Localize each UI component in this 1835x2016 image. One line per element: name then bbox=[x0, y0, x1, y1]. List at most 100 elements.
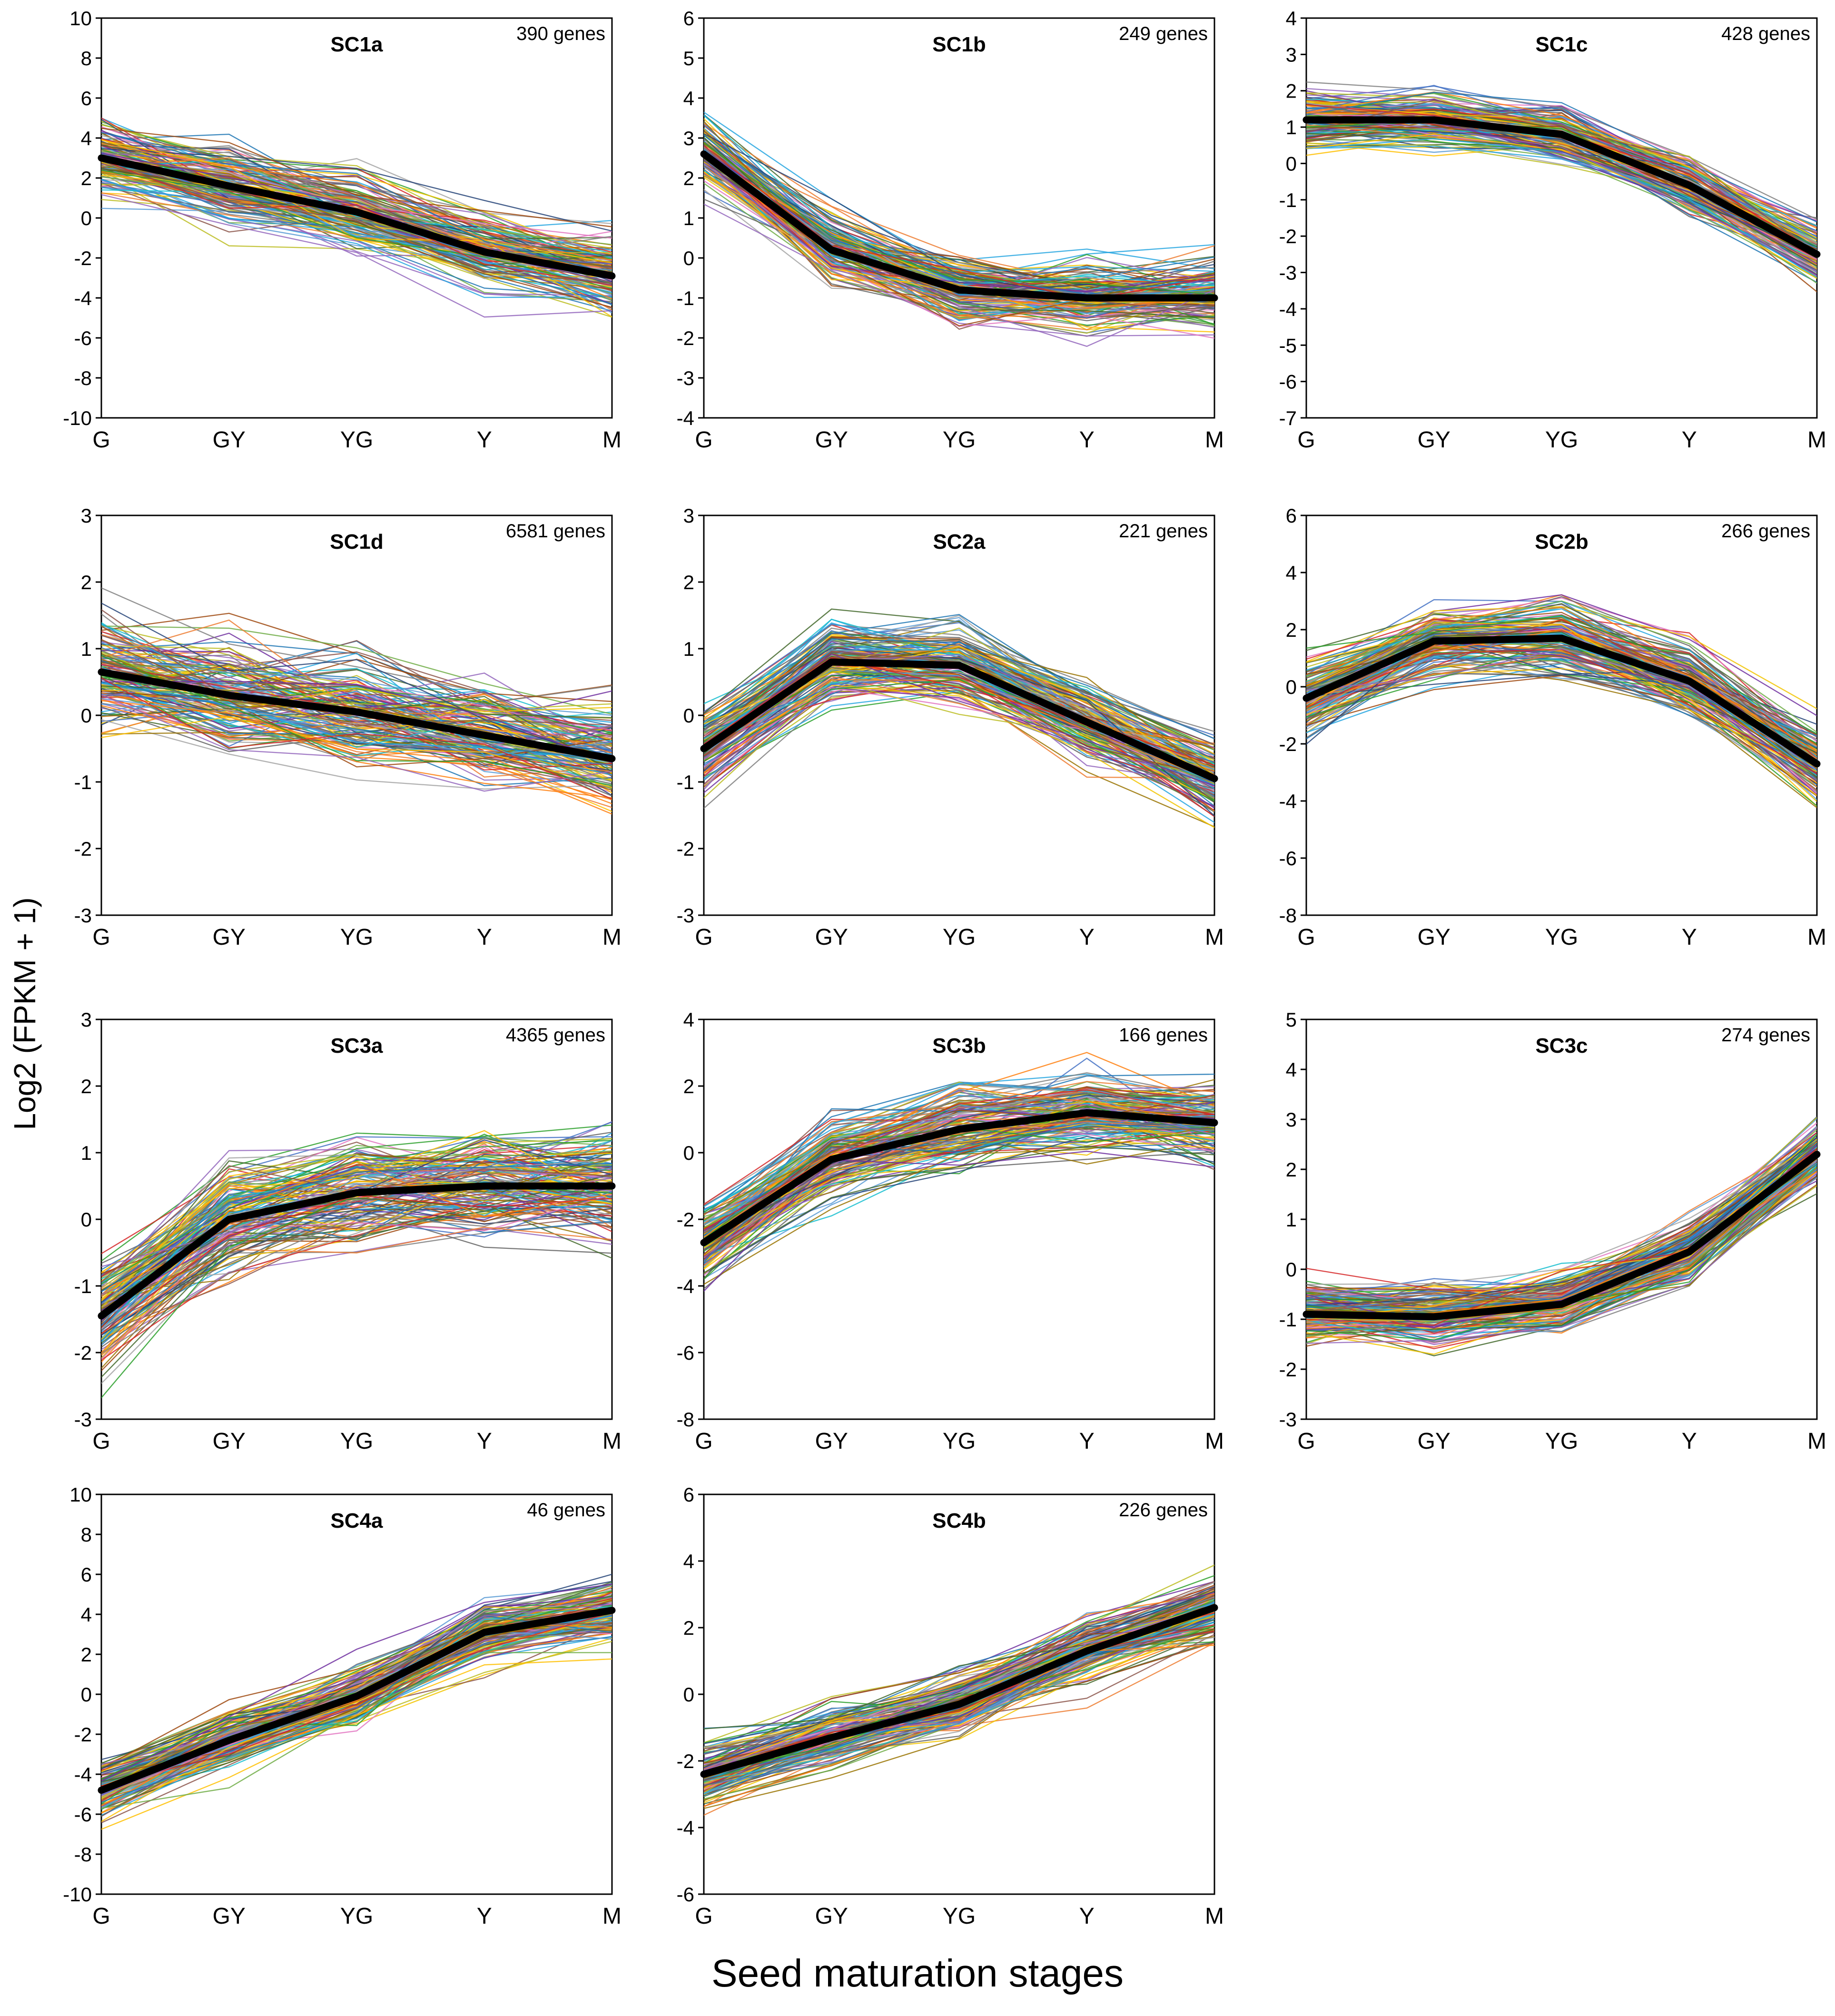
y-tick-label: 1 bbox=[683, 207, 694, 229]
gene-line bbox=[1306, 631, 1817, 753]
gene-line bbox=[1306, 1157, 1817, 1337]
y-tick-label: 4 bbox=[683, 1550, 694, 1572]
y-tick-label: -1 bbox=[74, 1275, 92, 1297]
gene-line bbox=[704, 1073, 1214, 1263]
x-tick-label: GY bbox=[213, 925, 246, 950]
y-tick-label: -1 bbox=[74, 771, 92, 793]
gene-line bbox=[101, 1121, 612, 1304]
x-tick-label: G bbox=[1297, 1429, 1315, 1454]
y-tick-label: -4 bbox=[74, 1763, 92, 1786]
x-tick-label: M bbox=[602, 1429, 622, 1454]
y-tick-label: 4 bbox=[1286, 1058, 1297, 1081]
y-tick-label: 0 bbox=[683, 1683, 694, 1706]
gene-count: 166 genes bbox=[1119, 1025, 1208, 1046]
x-tick-label: YG bbox=[340, 1429, 373, 1454]
gene-line bbox=[101, 1188, 612, 1339]
y-tick-label: -2 bbox=[74, 838, 92, 860]
gene-line bbox=[704, 159, 1214, 292]
gene-line bbox=[101, 1130, 612, 1273]
x-tick-label: M bbox=[1205, 1904, 1224, 1929]
y-tick-label: -8 bbox=[677, 1408, 694, 1431]
gene-line bbox=[101, 625, 612, 715]
gene-line bbox=[101, 142, 612, 259]
y-tick-label: -4 bbox=[1279, 298, 1297, 320]
y-tick-label: 4 bbox=[81, 127, 92, 149]
y-tick-label: 1 bbox=[1286, 1208, 1297, 1231]
y-tick-label: 4 bbox=[683, 1008, 694, 1031]
y-tick-label: -1 bbox=[1279, 1308, 1297, 1331]
gene-line bbox=[704, 1087, 1214, 1205]
gene-line bbox=[101, 1611, 612, 1790]
gene-count: 46 genes bbox=[527, 1500, 605, 1521]
gene-line bbox=[101, 1164, 612, 1319]
gene-line bbox=[101, 1186, 612, 1354]
x-tick-label: GY bbox=[1418, 427, 1450, 453]
chart-sc1d: 3 2 1 0 -1 -2 -3G GY YG Y M SC1d 6581 genes bbox=[74, 504, 622, 950]
y-tick-label: -2 bbox=[677, 327, 694, 349]
chart-title: SC1b bbox=[932, 33, 986, 56]
x-tick-label: M bbox=[1205, 427, 1224, 453]
x-tick-label: Y bbox=[1079, 427, 1095, 453]
gene-line bbox=[704, 670, 1214, 801]
x-tick-label: YG bbox=[340, 925, 373, 950]
x-tick-label: M bbox=[602, 1904, 622, 1929]
y-tick-label: 8 bbox=[81, 47, 92, 69]
gene-line bbox=[704, 1081, 1214, 1225]
gene-profiles bbox=[704, 1564, 1214, 1816]
gene-line bbox=[101, 676, 612, 747]
x-tick-label: M bbox=[1807, 1429, 1826, 1454]
gene-line bbox=[704, 163, 1214, 347]
x-tick-label: YG bbox=[943, 925, 976, 950]
gene-line bbox=[101, 1226, 612, 1334]
x-tick-label: Y bbox=[477, 925, 492, 950]
x-tick-label: Y bbox=[477, 427, 492, 453]
gene-line bbox=[101, 194, 612, 318]
gene-line bbox=[101, 159, 612, 286]
gene-profiles bbox=[704, 111, 1214, 347]
chart-sc1c: 4 3 2 1 0 -1 -2 -3 -4 -5 -6 -7G GY YG Y M SC1c 428 genes bbox=[1279, 7, 1826, 453]
gene-line bbox=[101, 731, 612, 756]
gene-line bbox=[101, 180, 612, 296]
chart-sc2b: 6 4 2 0 -2 -4 -6 -8G GY YG Y M SC2b 266 genes bbox=[1279, 504, 1826, 950]
y-tick-label: 0 bbox=[1286, 676, 1297, 698]
y-tick-label: -2 bbox=[74, 1342, 92, 1364]
y-tick-label: 2 bbox=[1286, 619, 1297, 641]
x-tick-label: M bbox=[1807, 427, 1826, 453]
gene-line bbox=[101, 160, 612, 259]
gene-line bbox=[704, 177, 1214, 331]
x-tick-label: Y bbox=[1079, 925, 1095, 950]
y-tick-label: -2 bbox=[74, 1723, 92, 1746]
gene-line bbox=[1306, 1136, 1817, 1306]
gene-line bbox=[1306, 675, 1817, 797]
x-tick-label: G bbox=[1297, 925, 1315, 950]
gene-line bbox=[1306, 607, 1817, 756]
gene-line bbox=[704, 641, 1214, 797]
y-tick-label: 2 bbox=[683, 167, 694, 189]
gene-profiles bbox=[1306, 81, 1817, 293]
x-tick-label: YG bbox=[340, 1904, 373, 1929]
y-tick-label: 0 bbox=[683, 247, 694, 269]
y-tick-label: 0 bbox=[81, 1683, 92, 1706]
x-tick-label: GY bbox=[1418, 925, 1450, 950]
y-tick-label: 0 bbox=[81, 704, 92, 727]
mean-line bbox=[98, 1607, 616, 1794]
gene-line bbox=[101, 681, 612, 761]
gene-profiles bbox=[101, 117, 612, 318]
gene-line bbox=[704, 653, 1214, 787]
gene-line bbox=[101, 683, 612, 762]
gene-line bbox=[1306, 112, 1817, 258]
y-tick-label: -1 bbox=[677, 287, 694, 309]
x-tick-label: Y bbox=[1682, 1429, 1697, 1454]
gene-line bbox=[101, 1616, 612, 1822]
plot-frame bbox=[1305, 17, 1818, 419]
gene-line bbox=[704, 627, 1214, 732]
y-tick-label: 4 bbox=[1286, 7, 1297, 30]
mean-line bbox=[98, 154, 616, 280]
x-axis-label: Seed maturation stages bbox=[711, 1952, 1124, 1995]
y-tick-label: 1 bbox=[683, 638, 694, 660]
gene-line bbox=[101, 1154, 612, 1303]
gene-line bbox=[704, 1581, 1214, 1749]
x-tick-label: M bbox=[602, 925, 622, 950]
y-tick-label: -3 bbox=[74, 1408, 92, 1431]
